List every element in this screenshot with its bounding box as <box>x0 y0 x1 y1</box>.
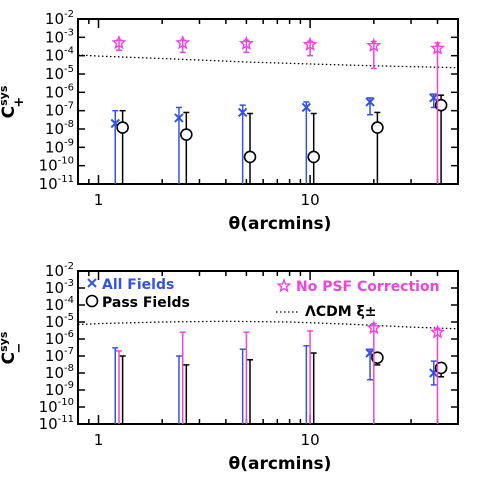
star-marker <box>175 34 191 50</box>
circle-marker <box>371 351 384 364</box>
star-marker <box>429 40 446 55</box>
x-axis-label: θ(arcmins) <box>229 214 332 234</box>
legend: All Fields Pass Fields No PSF Correction ΛC… <box>85 277 440 320</box>
x-tick-label: 10 <box>301 431 320 449</box>
y-tick-label: 10-2 <box>45 9 74 28</box>
y-tick-label: 10-2 <box>45 261 74 280</box>
circle-marker <box>243 150 257 164</box>
star-marker <box>366 319 382 335</box>
series-nopsf <box>116 319 446 424</box>
circle-marker <box>85 294 99 308</box>
y-tick-label: 10-3 <box>45 27 74 46</box>
circle-marker <box>116 121 129 134</box>
star-marker <box>366 37 382 53</box>
x-marker <box>301 102 312 113</box>
legend-label: All Fields <box>102 277 174 293</box>
lcdm-model-line <box>77 54 459 69</box>
legend-label: Pass Fields <box>102 295 190 311</box>
y-tick-label: 10-4 <box>45 46 74 65</box>
star-marker <box>429 324 446 339</box>
legend-label: No PSF Correction <box>296 279 440 295</box>
x-marker <box>87 278 97 288</box>
y-tick-label: 10-6 <box>45 329 74 348</box>
y-tick-label: 10-9 <box>45 380 74 399</box>
y-tick-label: 10-5 <box>45 312 74 331</box>
plot-frame <box>77 18 459 185</box>
star-marker <box>302 36 318 52</box>
star-marker <box>111 34 127 50</box>
x-marker <box>237 107 248 118</box>
series-pass <box>116 94 448 184</box>
x-marker <box>429 93 439 103</box>
star-marker <box>276 278 292 293</box>
y-tick-label: 10-8 <box>45 119 74 138</box>
panel-bottom: 10-1110-1010-910-810-710-610-510-410-310… <box>0 261 459 474</box>
y-tick-label: 10-10 <box>39 397 74 416</box>
panel-top: 10-1110-1010-910-810-710-610-510-410-310… <box>0 9 459 234</box>
series-all <box>110 93 439 184</box>
series-all <box>112 345 439 424</box>
y-axis-label: Csys − <box>0 331 27 364</box>
circle-marker <box>434 361 448 375</box>
circle-marker <box>307 150 321 164</box>
y-tick-label: 10-7 <box>45 101 74 120</box>
circle-marker <box>180 128 193 141</box>
x-marker <box>365 97 375 107</box>
lcdm-model-line <box>77 320 459 330</box>
y-tick-label: 10-9 <box>45 137 74 156</box>
y-axis-label: Csys + <box>0 85 27 118</box>
x-marker <box>174 113 184 123</box>
circle-marker <box>371 121 384 134</box>
legend-label: ΛCDM ξ± <box>305 304 377 320</box>
y-tick-label: 10-7 <box>45 346 74 365</box>
x-tick-label: 10 <box>301 191 320 209</box>
x-tick-label: 1 <box>94 191 104 209</box>
y-tick-label: 10-4 <box>45 295 74 314</box>
star-marker <box>238 35 254 51</box>
series-pass <box>119 351 448 424</box>
x-tick-label: 1 <box>94 431 104 449</box>
y-tick-label: 10-5 <box>45 64 74 83</box>
y-tick-label: 10-11 <box>39 414 74 433</box>
y-tick-label: 10-3 <box>45 278 74 297</box>
x-axis-label: θ(arcmins) <box>229 454 332 474</box>
y-tick-label: 10-11 <box>39 174 74 193</box>
y-tick-label: 10-8 <box>45 363 74 382</box>
y-tick-label: 10-10 <box>39 156 74 175</box>
circle-marker <box>434 98 448 112</box>
y-tick-label: 10-6 <box>45 82 74 101</box>
plot-frame <box>77 270 459 425</box>
series-nopsf <box>111 34 446 184</box>
